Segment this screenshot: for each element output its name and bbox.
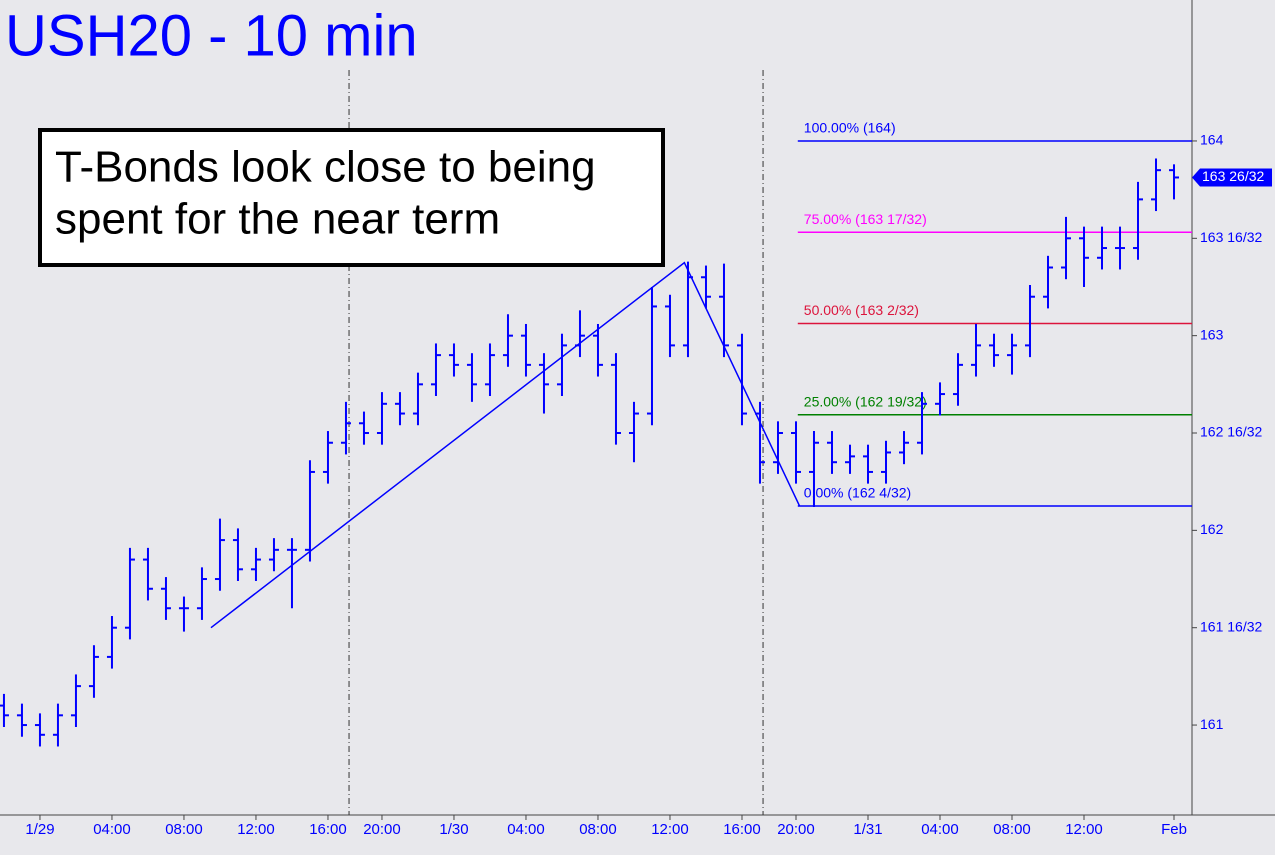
x-tick-label: 08:00 <box>993 821 1031 838</box>
annotation-box <box>38 128 665 267</box>
y-tick-label: 161 16/32 <box>1200 618 1262 634</box>
x-tick-label: 12:00 <box>237 821 275 838</box>
y-tick-label: 161 <box>1200 716 1224 732</box>
trendline <box>210 261 801 629</box>
fib-label: 50.00% (163 2/32) <box>804 302 919 318</box>
x-tick-label: 12:00 <box>1065 821 1103 838</box>
x-tick-label: 20:00 <box>777 821 815 838</box>
last-price-tag <box>1192 168 1272 187</box>
x-tick-label: Feb <box>1161 821 1187 838</box>
y-tick-label: 162 16/32 <box>1200 424 1262 440</box>
fib-label: 100.00% (164) <box>804 120 896 136</box>
last-price-label: 163 26/32 <box>1202 168 1264 184</box>
x-tick-label: 20:00 <box>363 821 401 838</box>
x-tick-label: 1/29 <box>25 821 54 838</box>
x-tick-label: 1/31 <box>853 821 882 838</box>
chart-title: USH20 - 10 min <box>5 3 418 68</box>
x-tick-label: 1/30 <box>439 821 468 838</box>
x-tick-label: 16:00 <box>723 821 761 838</box>
fib-label: 0.00% (162 4/32) <box>804 485 911 501</box>
fib-label: 25.00% (162 19/32) <box>804 393 927 409</box>
y-tick-label: 163 <box>1200 326 1224 342</box>
x-tick-label: 12:00 <box>651 821 689 838</box>
y-tick-label: 163 16/32 <box>1200 229 1262 245</box>
fib-label: 75.00% (163 17/32) <box>804 211 927 227</box>
x-tick-label: 16:00 <box>309 821 347 838</box>
annotation-line: T-Bonds look close to being <box>55 143 596 192</box>
annotation-line: spent for the near term <box>55 195 500 244</box>
x-tick-label: 04:00 <box>921 821 959 838</box>
x-tick-label: 08:00 <box>579 821 617 838</box>
x-tick-label: 04:00 <box>507 821 545 838</box>
x-tick-label: 04:00 <box>93 821 131 838</box>
y-tick-label: 164 <box>1200 132 1224 148</box>
x-tick-label: 08:00 <box>165 821 203 838</box>
y-tick-label: 162 <box>1200 521 1224 537</box>
